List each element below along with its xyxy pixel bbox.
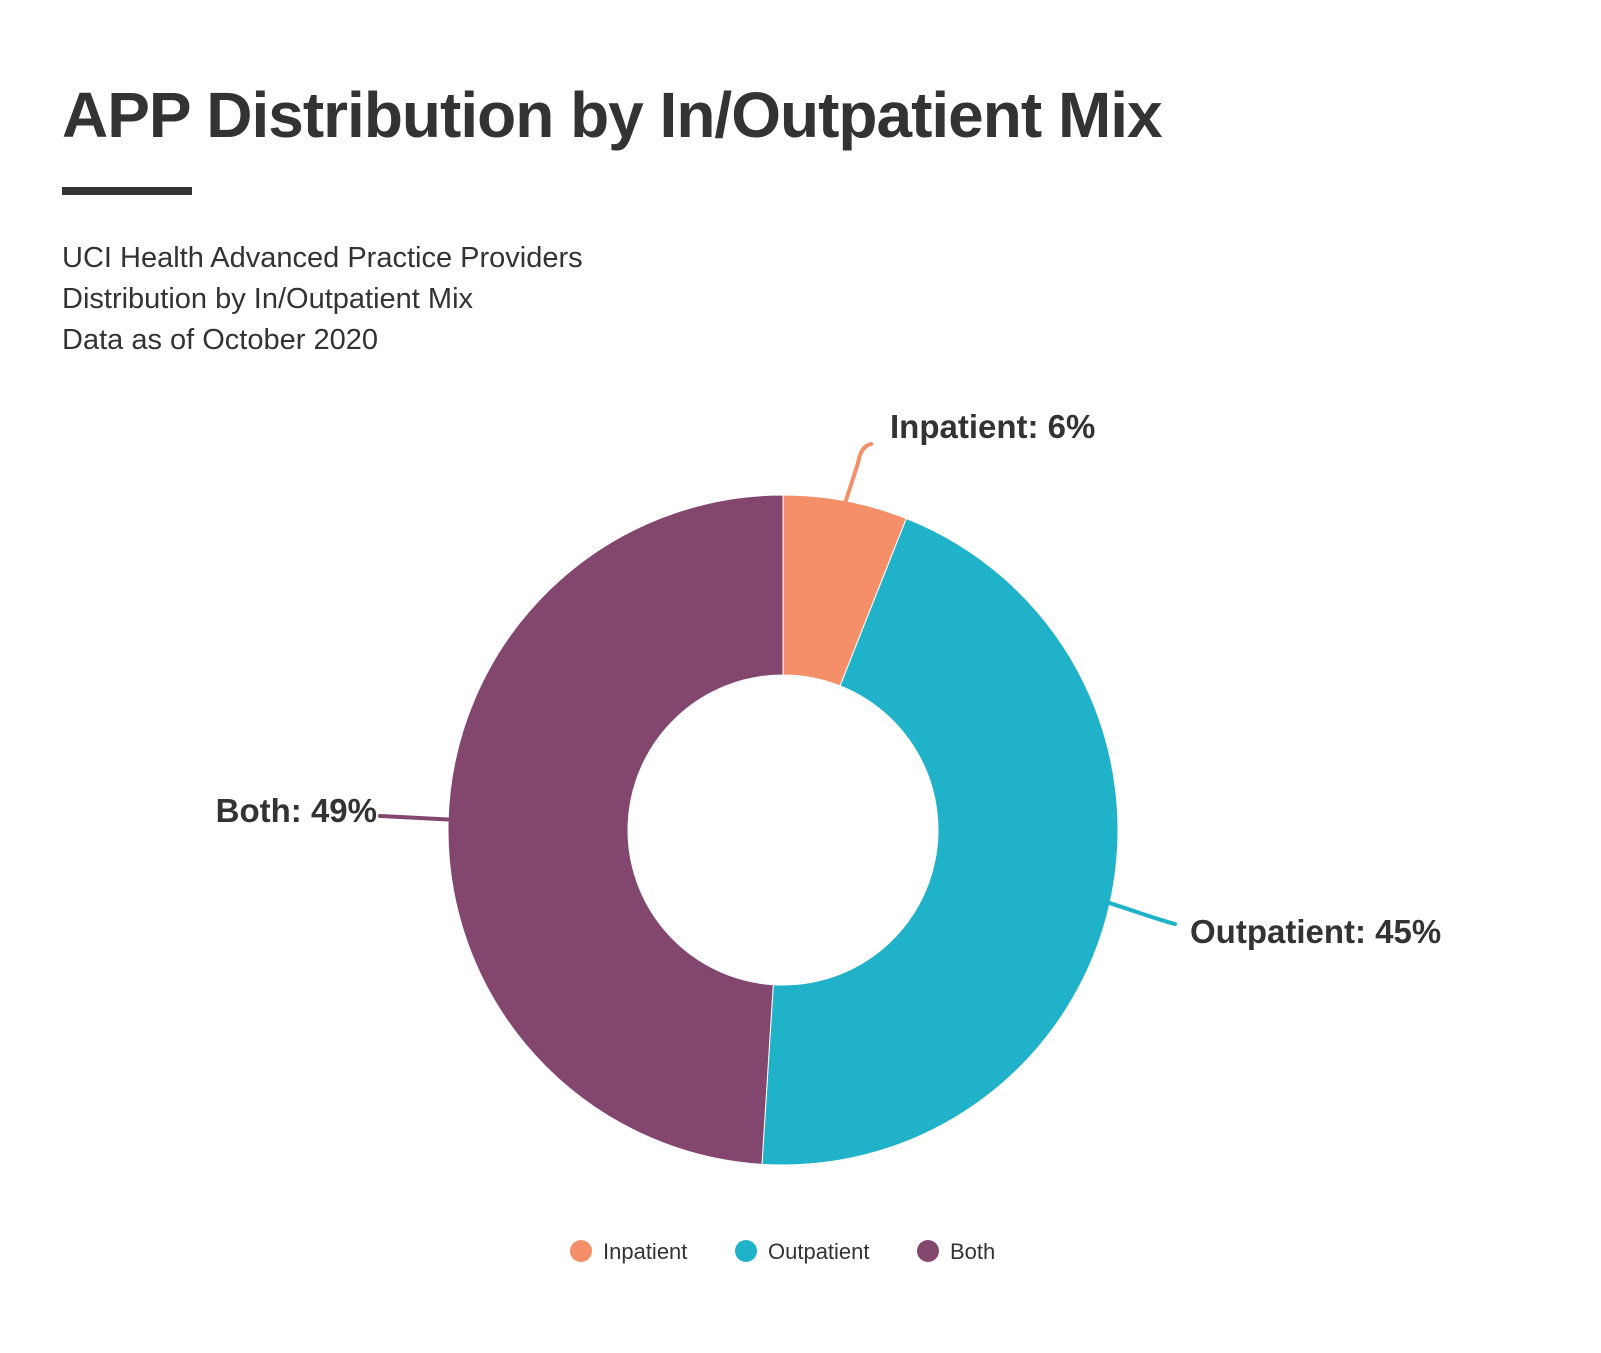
legend-label-both: Both	[950, 1239, 995, 1264]
subtitle-line-2: Distribution by In/Outpatient Mix	[62, 283, 474, 315]
leader-line-inpatient	[843, 442, 873, 503]
legend-swatch-both	[917, 1240, 939, 1262]
slice-label-inpatient: Inpatient: 6%	[890, 408, 1095, 445]
slice-outpatient	[761, 517, 1119, 1166]
slice-label-both: Both: 49%	[216, 792, 377, 829]
title-underline	[62, 187, 192, 195]
legend: Inpatient Outpatient Both	[570, 1239, 995, 1264]
leader-lines-layer	[378, 442, 1177, 926]
legend-label-outpatient: Outpatient	[768, 1239, 870, 1264]
chart-title: APP Distribution by In/Outpatient Mix	[62, 79, 1163, 151]
leader-line-both	[378, 814, 451, 822]
slice-label-outpatient: Outpatient: 45%	[1190, 913, 1441, 950]
slice-labels-layer: Inpatient: 6% Outpatient: 45% Both: 49%	[216, 408, 1442, 950]
legend-swatch-outpatient	[735, 1240, 757, 1262]
subtitle-line-3: Data as of October 2020	[62, 324, 378, 356]
legend-swatch-inpatient	[570, 1240, 592, 1262]
chart-subtitle: UCI Health Advanced Practice Providers D…	[62, 238, 583, 361]
slices-layer	[447, 494, 1119, 1166]
legend-label-inpatient: Inpatient	[603, 1239, 687, 1264]
subtitle-line-1: UCI Health Advanced Practice Providers	[62, 242, 583, 274]
leader-line-outpatient	[1107, 901, 1177, 926]
slice-both	[447, 494, 784, 1165]
